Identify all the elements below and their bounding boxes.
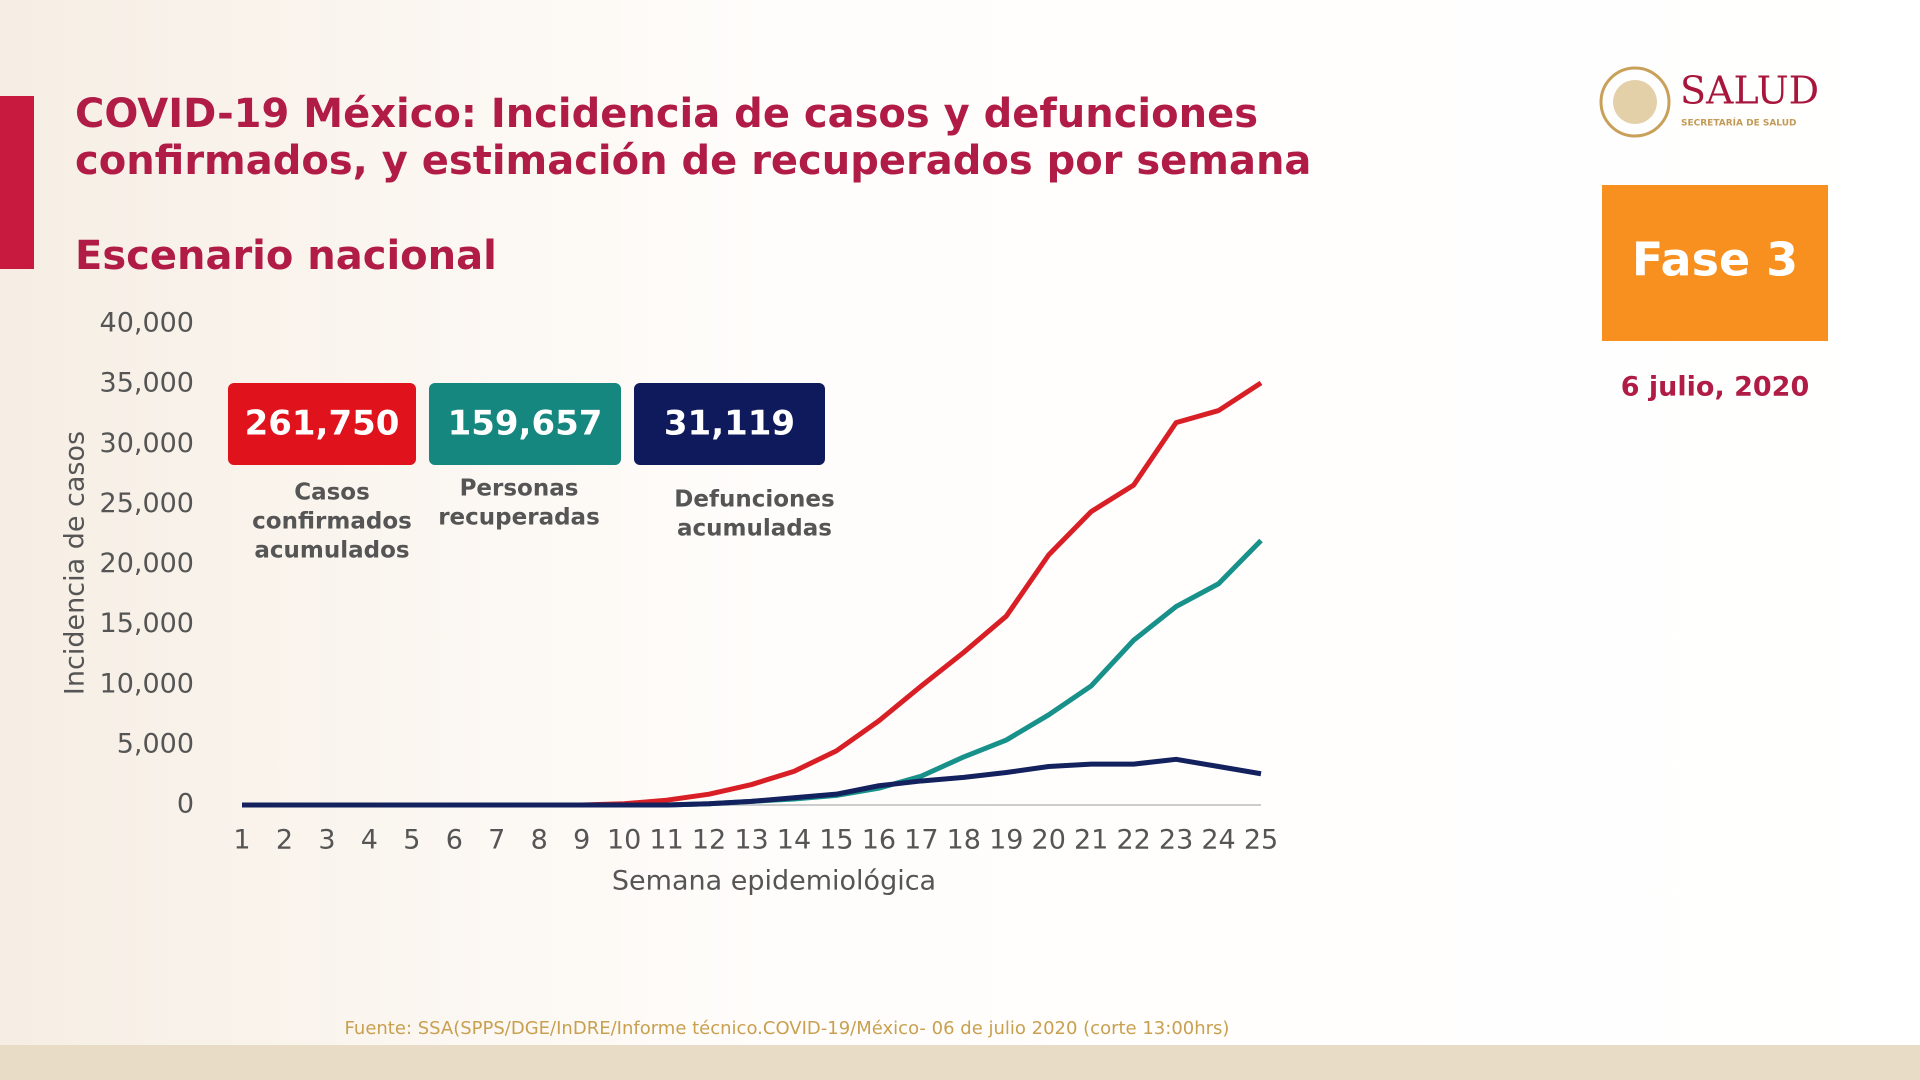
y-axis-title: Incidencia de casos	[60, 431, 91, 695]
summary-value: 159,657	[448, 404, 603, 444]
summary-label: recuperadas	[438, 505, 600, 531]
summary-label: Personas	[460, 476, 579, 502]
summary-label: Casos	[294, 480, 370, 506]
title: COVID-19 México: Incidencia de casos y d…	[75, 91, 1258, 137]
source: Fuente: SSA(SPPS/DGE/InDRE/Informe técni…	[345, 1018, 1230, 1039]
x-tick-label: 19	[989, 825, 1023, 856]
x-tick-label: 15	[819, 825, 853, 856]
x-tick-label: 6	[446, 825, 463, 856]
x-tick-label: 3	[318, 825, 335, 856]
x-tick-label: 20	[1032, 825, 1066, 856]
subtitle: Escenario nacional	[75, 233, 497, 279]
x-tick-label: 12	[692, 825, 726, 856]
x-axis-title: Semana epidemiológica	[612, 866, 936, 897]
x-tick-label: 22	[1116, 825, 1150, 856]
logo-subtext: SECRETARÍA DE SALUD	[1681, 117, 1797, 129]
summary-label: Defunciones	[674, 487, 834, 513]
y-tick-label: 35,000	[100, 368, 194, 399]
logo: SALUD SECRETARÍA DE SALUD	[1599, 66, 1819, 138]
y-tick-label: 20,000	[100, 548, 194, 579]
x-tick-label: 24	[1201, 825, 1235, 856]
x-tick-label: 25	[1244, 825, 1278, 856]
phase-box	[1602, 185, 1828, 341]
footer-band	[0, 1045, 1920, 1080]
accent-bar	[0, 96, 34, 269]
x-tick-label: 9	[573, 825, 590, 856]
y-tick-label: 40,000	[100, 308, 194, 339]
x-tick-label: 7	[488, 825, 505, 856]
summary-label: confirmados	[252, 509, 412, 535]
y-tick-label: 30,000	[100, 428, 194, 459]
x-tick-label: 1	[233, 825, 250, 856]
x-tick-label: 17	[904, 825, 938, 856]
emblem	[1613, 80, 1657, 124]
y-tick-label: 15,000	[100, 608, 194, 639]
summary-box	[634, 383, 825, 465]
summary-box	[228, 383, 416, 465]
x-tick-label: 16	[862, 825, 896, 856]
summary-box	[429, 383, 621, 465]
x-tick-label: 5	[403, 825, 420, 856]
y-tick-label: 10,000	[100, 668, 194, 699]
x-tick-label: 4	[361, 825, 378, 856]
x-tick-label: 11	[649, 825, 683, 856]
x-tick-label: 14	[777, 825, 811, 856]
summary-label: acumuladas	[677, 516, 832, 542]
background	[0, 0, 1920, 1045]
x-tick-label: 8	[531, 825, 548, 856]
date: 6 julio, 2020	[1621, 372, 1810, 403]
phase-label: Fase 3	[1632, 233, 1798, 287]
x-tick-label: 13	[734, 825, 768, 856]
x-tick-label: 2	[276, 825, 293, 856]
logo-text: SALUD	[1680, 69, 1819, 113]
chart: 0 5,000 10,000 15,000 20,000 25,000 30,000 35,0…	[60, 308, 1279, 897]
y-tick-label: 25,000	[100, 488, 194, 519]
emblem	[1599, 66, 1671, 138]
title: confirmados, y estimación de recuperados…	[75, 138, 1311, 184]
summary-value: 261,750	[245, 404, 400, 444]
summary-label: acumulados	[254, 538, 409, 564]
x-tick-label: 10	[607, 825, 641, 856]
x-tick-label: 18	[947, 825, 981, 856]
x-tick-label: 21	[1074, 825, 1108, 856]
y-tick-label: 0	[177, 789, 194, 820]
series-line	[242, 756, 1262, 808]
summary-value: 31,119	[664, 404, 795, 444]
x-tick-label: 23	[1159, 825, 1193, 856]
y-tick-label: 5,000	[117, 728, 194, 759]
